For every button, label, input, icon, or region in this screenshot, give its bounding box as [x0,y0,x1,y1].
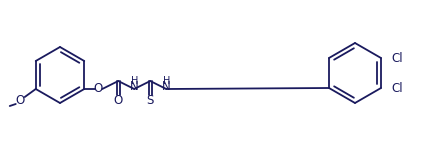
Text: N: N [162,79,171,93]
Text: O: O [114,95,123,108]
Text: O: O [94,82,103,95]
Text: N: N [130,79,139,93]
Text: Cl: Cl [391,51,402,64]
Text: Cl: Cl [391,82,402,95]
Text: H: H [163,76,170,86]
Text: H: H [130,76,138,86]
Text: S: S [147,95,154,108]
Text: O: O [15,95,24,108]
